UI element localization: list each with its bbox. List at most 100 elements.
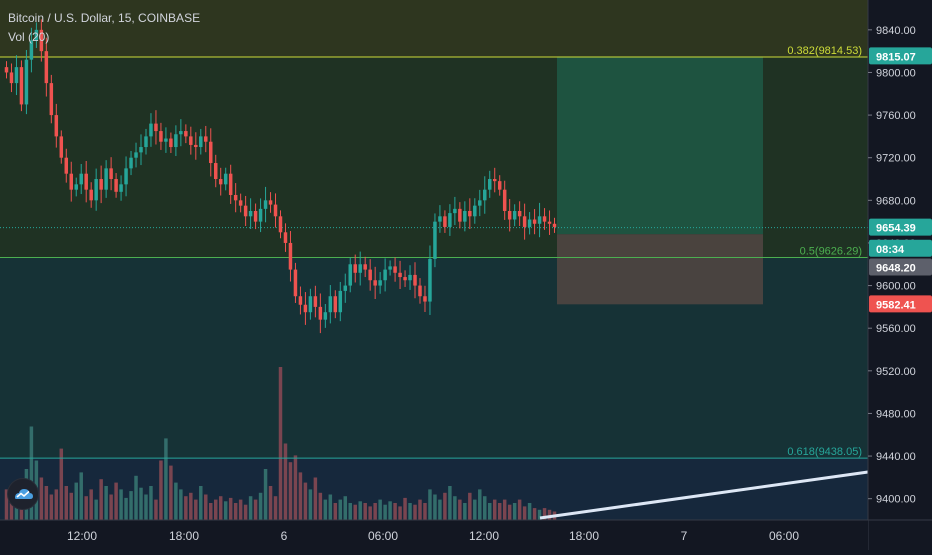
volume-bar [99,479,103,520]
volume-bar [443,492,447,520]
price-tick-label: 9800.00 [876,67,916,79]
volume-bar [253,499,258,520]
volume-bar [433,494,437,520]
candle-body [149,123,153,137]
candle-body [293,269,298,297]
time-tick-label: 06:00 [769,529,799,543]
volume-bar [69,492,74,520]
volume-bar [49,494,54,520]
volume-bar [333,503,338,520]
volume-bar [353,504,357,520]
price-badge-label: 9654.39 [876,223,916,235]
volume-bar [144,494,148,520]
candle-body [144,136,148,148]
candle-body [502,189,507,211]
candle-body [527,219,532,227]
candle-body [154,123,158,132]
candle-body [74,184,78,190]
candle-body [64,157,69,174]
candle-body [403,277,407,281]
candle-body [473,205,477,217]
volume-bar [303,482,308,520]
volume-bar [79,472,83,520]
candle-body [29,40,34,60]
volume-bar [278,367,283,520]
volume-bar [378,499,382,520]
candle-body [552,223,557,227]
price-badge-label: 9582.41 [876,299,916,311]
volume-bar [408,503,412,520]
candle-body [383,269,387,281]
volume-bar [517,499,522,520]
price-tick-label: 9520.00 [876,366,916,378]
candle-body [483,189,487,201]
volume-bar [44,486,49,520]
candle-body [199,136,203,148]
volume-bar [463,503,467,520]
candle-body [328,296,333,313]
candle-body [468,210,472,217]
candle-body [463,210,467,222]
volume-bar [363,503,367,520]
candle-body [253,210,258,222]
volume-bar [398,506,402,520]
volume-bar [174,482,178,520]
candle-body [273,204,278,217]
candle-body [104,168,108,190]
candle-body [263,200,268,209]
volume-bar [527,503,532,520]
candle-body [119,184,123,192]
candle-body [223,173,228,185]
volume-bar [343,496,348,520]
candle-body [99,179,103,190]
price-tick-label: 9400.00 [876,494,916,506]
candle-body [358,264,362,273]
volume-bar [89,489,93,520]
price-badge-entry [869,258,932,276]
profit-zone [557,56,763,235]
volume-bar [458,499,462,520]
volume-bar [263,469,268,520]
candle-body [542,216,547,222]
price-tick-label: 9560.00 [876,323,916,335]
candle-body [258,208,263,222]
volume-bar [388,501,392,520]
volume-bar [9,496,14,520]
candle-body [373,280,377,286]
volume-bar [129,491,133,520]
price-tick-label: 9600.00 [876,281,916,293]
candle-body [408,274,412,281]
candle-body [428,258,432,302]
candle-body [174,134,178,148]
candle-body [348,264,352,286]
zone-above-382 [0,0,868,57]
candle-body [84,173,88,190]
price-badge-stop [869,295,932,313]
tradingview-logo[interactable] [7,478,39,510]
price-badge-last [869,218,932,236]
time-tick-label: 6 [281,529,288,543]
volume-bar [29,426,34,520]
fib-label: 0.382(9814.53) [787,45,862,57]
time-tick-label: 18:00 [169,529,199,543]
candle-body [238,200,243,206]
candle-body [363,264,367,270]
candle-body [19,67,24,105]
volume-bar [209,503,213,520]
volume-bar [492,499,497,520]
time-axis: 12:00 18:00 6 06:00 12:00 18:00 7 06:00 [0,519,932,550]
volume-bar [124,497,128,520]
cloud-icon [15,489,33,499]
candle-body [413,274,417,286]
candle-body [443,216,447,227]
volume-bar [522,506,527,520]
volume-bar [373,503,377,520]
volume-bar [537,509,542,520]
volume-bar [233,503,238,520]
candle-body [313,296,318,307]
volume-bar [478,489,482,520]
volume-bar [4,489,9,520]
volume-bar [428,489,432,520]
